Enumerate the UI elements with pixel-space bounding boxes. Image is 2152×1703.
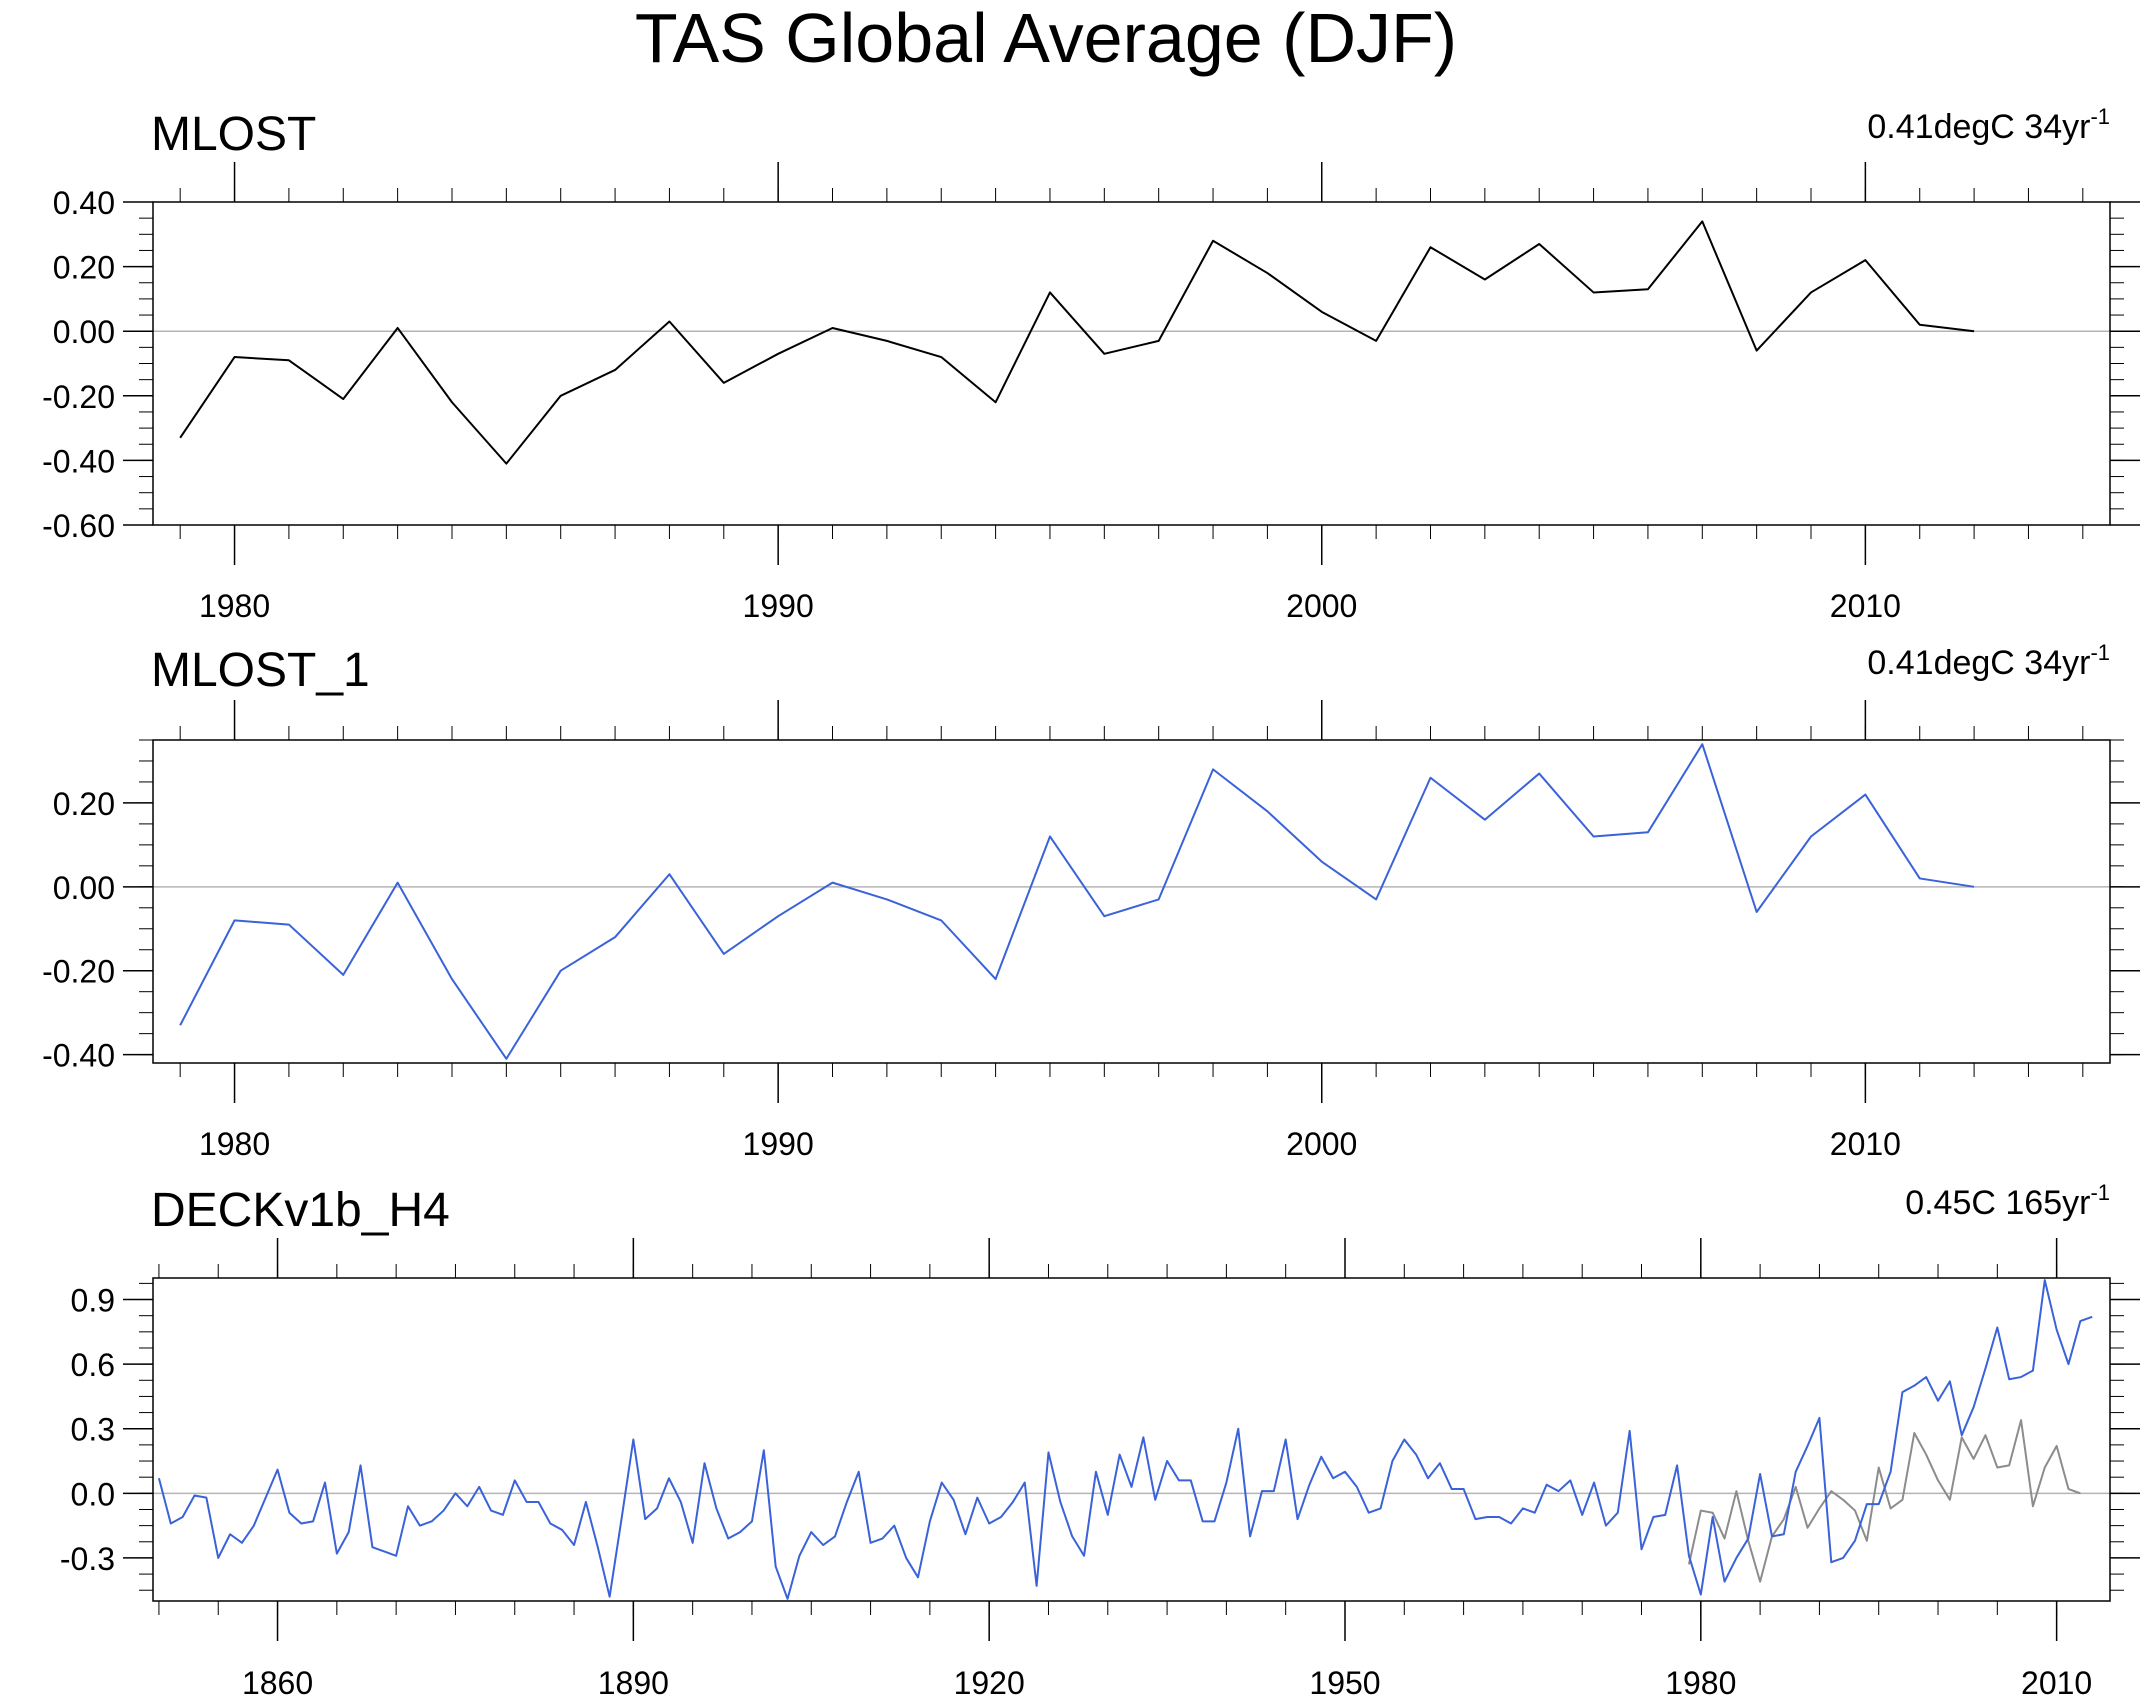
panel-mlost: MLOST 0.41degC 34yr-1 -0.60 -0.40 -0.20 0.00 0… xyxy=(42,104,2140,624)
series-line-deckv1b-h4 xyxy=(157,1279,2093,1600)
panel-title: MLOST_1 xyxy=(151,644,370,697)
y-tick-label: 0.0 xyxy=(71,1476,115,1512)
x-tick-label: 2000 xyxy=(1286,588,1357,624)
x-tick-label: 1890 xyxy=(598,1665,669,1701)
x-tick-label: 1980 xyxy=(199,588,270,624)
x-tick-label: 1860 xyxy=(242,1665,313,1701)
y-tick-label: -0.60 xyxy=(42,508,115,544)
panel-title: MLOST xyxy=(151,108,316,161)
panel-title: DECKv1b_H4 xyxy=(151,1184,450,1237)
x-tick-label: 1920 xyxy=(954,1665,1025,1701)
trend-label: 0.41degC 34yr-1 xyxy=(1867,640,2110,682)
y-tick-label: -0.20 xyxy=(42,379,115,415)
x-tick-label: 1990 xyxy=(743,588,814,624)
x-tick-label: 1950 xyxy=(1309,1665,1380,1701)
x-tick-label: 2010 xyxy=(1830,588,1901,624)
x-tick-label: 1980 xyxy=(199,1126,270,1162)
x-tick-label: 1990 xyxy=(743,1126,814,1162)
panel-mlost-1: MLOST_1 0.41degC 34yr-1 -0.40 -0.20 0.00 0.20… xyxy=(42,640,2140,1162)
figure-title: TAS Global Average (DJF) xyxy=(635,0,1457,77)
y-tick-label: 0.20 xyxy=(53,250,115,286)
y-tick-label: -0.20 xyxy=(42,954,115,990)
y-tick-label: 0.00 xyxy=(53,870,115,906)
y-tick-label: 0.6 xyxy=(71,1347,115,1383)
x-tick-label: 2010 xyxy=(1830,1126,1901,1162)
y-tick-label: -0.40 xyxy=(42,443,115,479)
plot-frame xyxy=(152,1277,2111,1602)
series-line-mlost xyxy=(179,220,1975,465)
plot-frame xyxy=(152,201,2111,526)
trend-label: 0.41degC 34yr-1 xyxy=(1867,104,2110,146)
y-tick-label: -0.3 xyxy=(60,1541,115,1577)
y-tick-label: -0.40 xyxy=(42,1038,115,1074)
x-tick-label: 1980 xyxy=(1665,1665,1736,1701)
y-tick-label: 0.40 xyxy=(53,185,115,221)
x-tick-label: 2010 xyxy=(2021,1665,2092,1701)
y-tick-label: 0.9 xyxy=(71,1283,115,1319)
trend-label: 0.45C 165yr-1 xyxy=(1905,1180,2110,1222)
panel-deckv1b-h4: DECKv1b_H4 0.45C 165yr-1 -0.3 0.0 0.3 0.6 0.9 1… xyxy=(60,1180,2140,1701)
y-tick-label: 0.20 xyxy=(53,786,115,822)
x-tick-label: 2000 xyxy=(1286,1126,1357,1162)
plot-frame xyxy=(152,739,2111,1064)
y-tick-label: 0.00 xyxy=(53,314,115,350)
y-tick-label: 0.3 xyxy=(71,1412,115,1448)
series-line-mlost-1 xyxy=(179,743,1975,1060)
